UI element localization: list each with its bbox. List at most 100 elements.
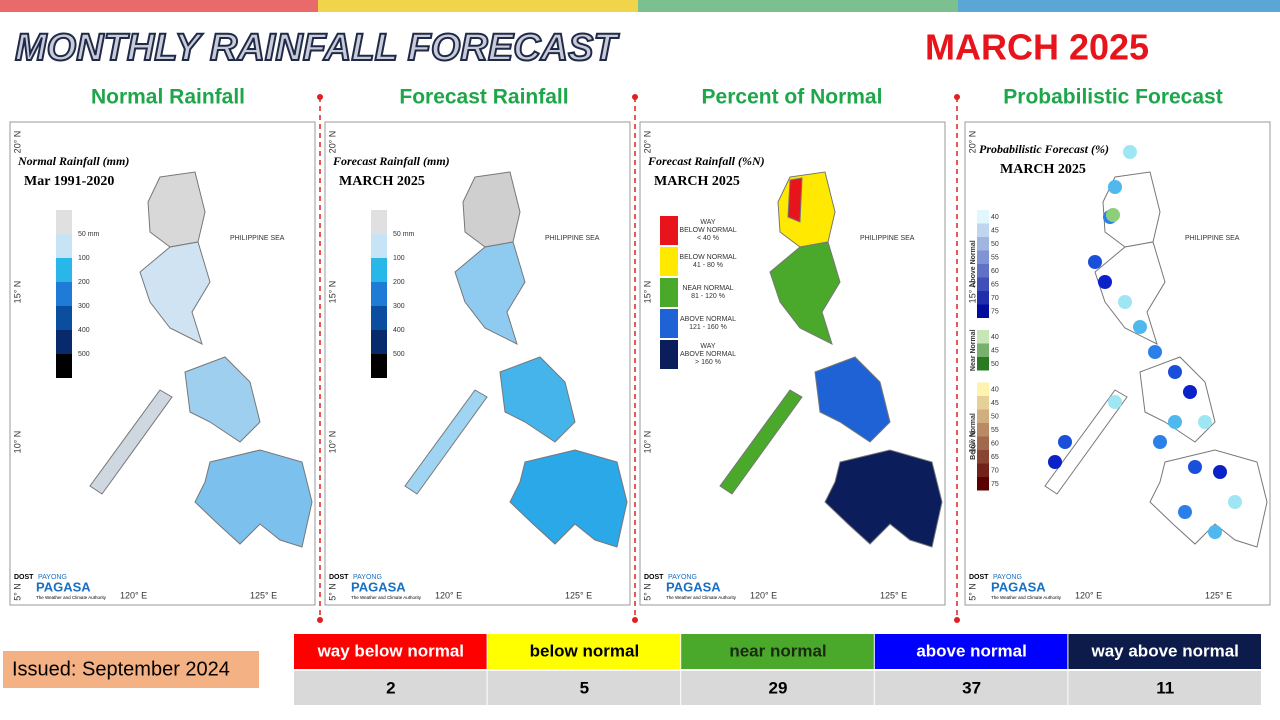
legend-swatch [660,278,678,307]
map-region [194,449,313,548]
count: 29 [769,678,788,697]
map-region [787,177,803,223]
forecast-dot [1198,415,1212,429]
legend-swatch [660,309,678,338]
lat-label: 10° N [12,431,22,454]
lat-label: 15° N [967,281,977,304]
legend-label: BELOW NORMAL [679,254,736,261]
legend-swatch [977,423,989,437]
map-region [1149,449,1268,548]
legend-swatch [977,450,989,464]
count: 5 [580,678,589,697]
count-cell [681,671,874,705]
title: MONTHLY RAINFALL FORECAST [15,27,619,69]
lon-label: 120° E [750,590,777,600]
count-cell [874,671,1068,705]
map-region [139,241,211,345]
legend-swatch [977,382,989,396]
legend-swatch [977,357,989,371]
category-label: below normal [530,641,640,660]
divider-dot [954,617,960,623]
legend-swatch [977,210,989,224]
forecast-dot [1148,345,1162,359]
logo-agency: DOST [329,574,349,581]
logo-tag: The Weather and Climate Authority [351,595,422,600]
logo-tag: The Weather and Climate Authority [666,595,737,600]
legend-label: 50 mm [78,231,100,238]
forecast-dot [1208,525,1222,539]
issued: Issued: September 2024 [12,658,230,680]
map-region [814,356,891,443]
map-region [89,389,173,495]
legend-label: 121 - 160 % [689,324,727,331]
logo-agency: DOST [644,574,664,581]
map-region [1044,389,1128,495]
legend-label: 50 [991,241,999,248]
map-region [824,449,943,548]
legend-swatch [977,330,989,344]
legend-swatch [371,330,387,354]
map: Forecast Rainfall (%N) MARCH 2025 PHILIPPI… [642,131,943,601]
lat-label: 15° N [642,281,652,304]
map-region [147,171,206,248]
logo: PAGASA [36,579,91,594]
legend-swatch [56,282,72,306]
legend-label: 500 [78,351,90,358]
legend-swatch [977,463,989,477]
panel-heading: Percent of Normal [702,86,883,109]
category-label: way below normal [317,641,464,660]
legend-swatch [977,264,989,278]
lon-label: 125° E [1205,590,1232,600]
category-cell [294,634,487,669]
forecast-dot [1088,255,1102,269]
panel-heading: Probabilistic Forecast [1003,86,1222,109]
category-label: near normal [729,641,826,660]
legend-label: 60 [991,268,999,275]
legend-swatch [371,234,387,258]
divider-dot [954,94,960,100]
map-title: Probabilistic Forecast (%) [979,142,1109,156]
count: 2 [386,678,395,697]
legend-label: BELOW NORMAL [679,227,736,234]
legend-swatch [371,258,387,282]
legend-swatch [977,343,989,357]
logo-brand: PAYONG [993,574,1022,581]
legend-swatch [371,210,387,234]
map-region [719,389,803,495]
map-subtitle: Mar 1991-2020 [24,174,114,189]
legend-label: ABOVE NORMAL [680,316,736,323]
forecast-dot [1048,455,1062,469]
legend-group: Near Normal [970,329,977,371]
logo: PAGASA [666,579,721,594]
legend-label: 50 [991,361,999,368]
sea-label: PHILIPPINE SEA [230,235,285,242]
map: Forecast Rainfall (mm) MARCH 2025 PHILIPPI… [327,131,628,601]
lat-label: 10° N [642,431,652,454]
legend-label: < 40 % [697,235,719,242]
map-title: Normal Rainfall (mm) [17,154,129,168]
legend-swatch [977,277,989,291]
legend-swatch [371,354,387,378]
sea-label: PHILIPPINE SEA [860,235,915,242]
legend-swatch [977,237,989,251]
forecast-dot [1133,320,1147,334]
map-region [499,356,576,443]
logo-tag: The Weather and Climate Authority [36,595,107,600]
forecast-dot [1188,460,1202,474]
sea-label: PHILIPPINE SEA [1185,235,1240,242]
legend-swatch [660,340,678,369]
legend-swatch [977,477,989,491]
sea-label: PHILIPPINE SEA [545,235,600,242]
legend-label: 75 [991,308,999,315]
legend-swatch [977,223,989,237]
lon-label: 120° E [120,590,147,600]
map: Normal Rainfall (mm) Mar 1991-2020 PHILIPP… [12,131,313,601]
legend-label: 81 - 120 % [691,293,725,300]
category-cell [874,634,1068,669]
count-cell [294,671,487,705]
legend-label: 400 [393,327,405,334]
forecast-dot [1213,465,1227,479]
category-label: way above normal [1091,641,1239,660]
legend-label: 70 [991,467,999,474]
legend-label: 200 [393,279,405,286]
